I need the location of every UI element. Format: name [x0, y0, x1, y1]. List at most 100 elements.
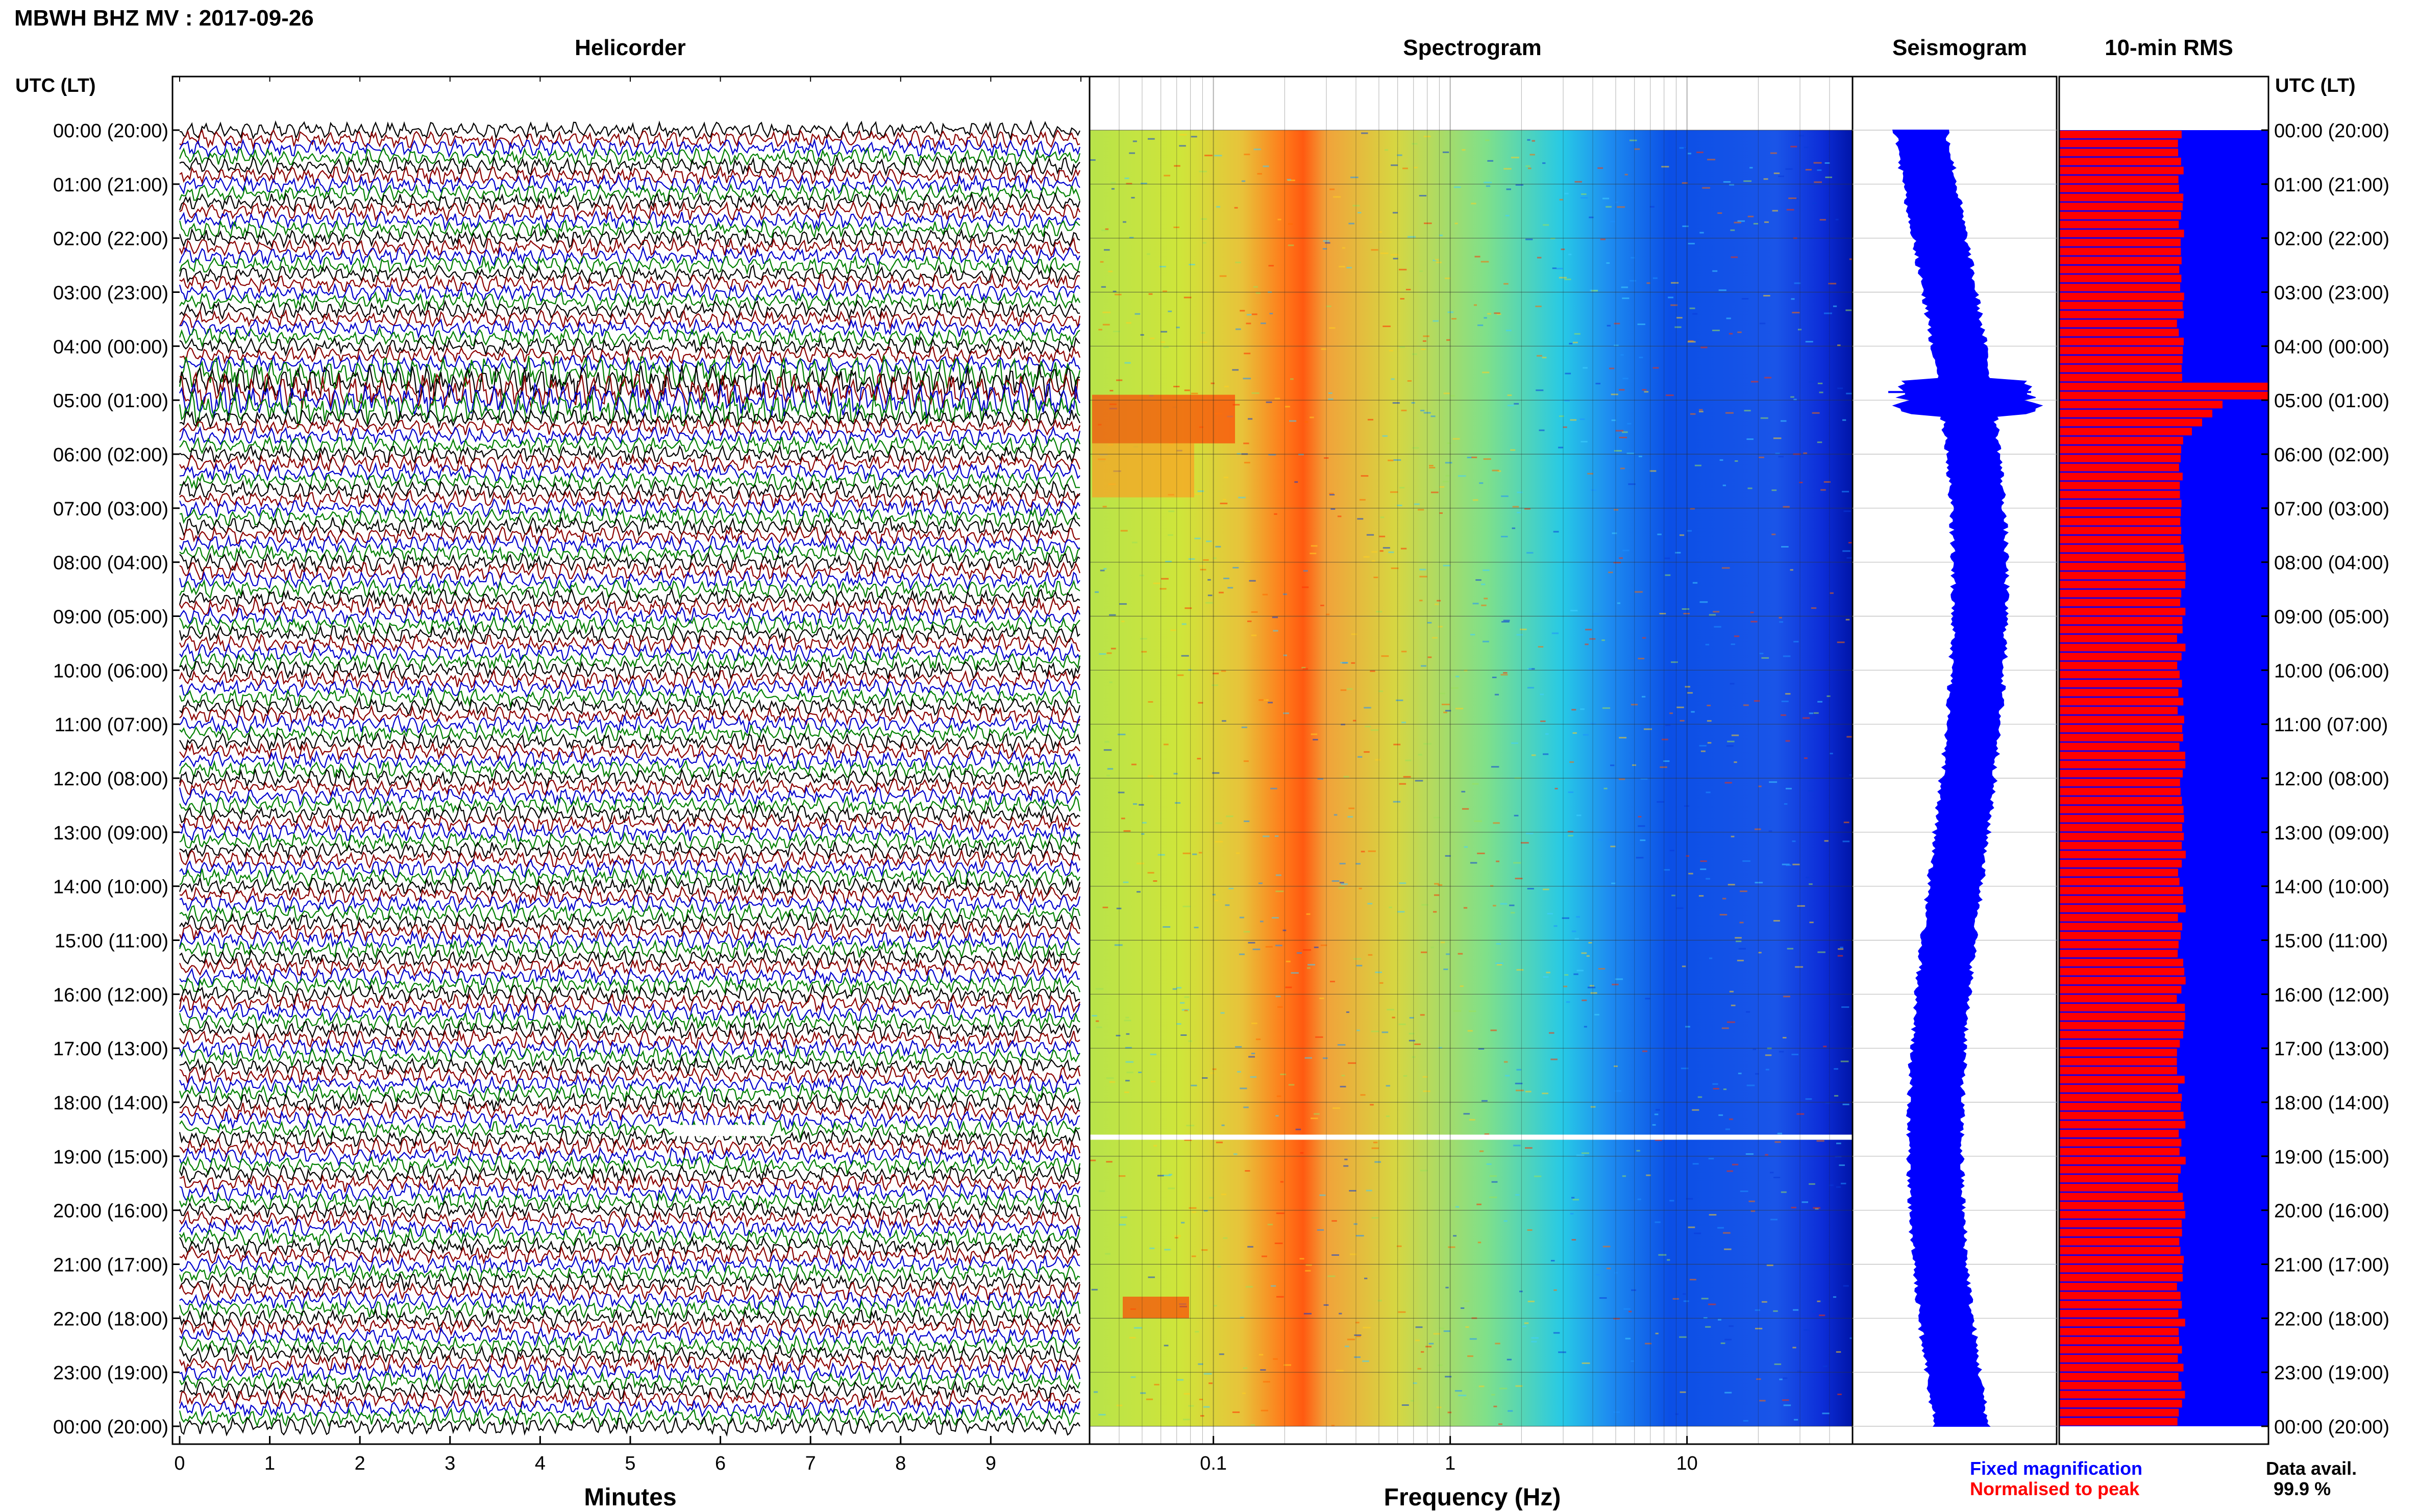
rms-bar: [2059, 634, 2177, 642]
helicorder-trace: [179, 930, 1080, 951]
left-time-tick: 16:00 (12:00): [53, 984, 168, 1006]
helicorder-trace: [179, 129, 1080, 150]
left-time-tick: 04:00 (00:00): [53, 336, 168, 358]
helicorder-trace: [179, 633, 1080, 654]
rms-bar: [2059, 302, 2183, 310]
left-time-ticks: 00:00 (20:00) 01:00 (21:00) 02:00 (22:00) 0…: [53, 120, 180, 1438]
rms-frame: [2058, 76, 2269, 1445]
frequency-tick: 1: [1445, 1453, 1455, 1474]
rms-bar: [2059, 1354, 2178, 1362]
right-time-tick: 15:00 (11:00): [2274, 931, 2388, 952]
helicorder-trace: [179, 948, 1080, 969]
helicorder-trace: [179, 218, 1080, 240]
right-time-tick: 00:00 (20:00): [2274, 120, 2389, 142]
helicorder-trace: [179, 831, 1080, 852]
rms-bar: [2059, 886, 2183, 895]
frequency-tick: 0.1: [1200, 1453, 1227, 1474]
helicorder-trace: [179, 803, 1080, 825]
data-avail-label: Data avail.: [2266, 1458, 2357, 1479]
rms-bar: [2059, 950, 2178, 958]
helicorder-trace: [179, 1010, 1080, 1032]
frequency-tick: 10: [1676, 1453, 1698, 1474]
helicorder-trace: [179, 614, 1080, 636]
rms-bar: [2059, 275, 2182, 283]
right-time-tick: 14:00 (10:00): [2274, 877, 2389, 898]
helicorder-trace: [179, 1109, 1080, 1131]
right-time-tick: 09:00 (05:00): [2274, 607, 2389, 628]
helicorder-trace: [179, 1218, 1080, 1238]
helicorder-trace: [179, 461, 1080, 483]
rms-bar: [2059, 1039, 2180, 1048]
rms-bar: [2059, 463, 2179, 472]
rms-bar: [2059, 131, 2182, 139]
minute-tick: 5: [625, 1453, 635, 1474]
helicorder-trace: [179, 506, 1080, 528]
rms-bar: [2059, 238, 2181, 246]
rms-bar: [2059, 1148, 2180, 1156]
rms-bar: [2059, 1183, 2178, 1192]
rms-bar: [2059, 527, 2182, 535]
rms-bar: [2059, 599, 2181, 607]
left-time-tick: 09:00 (05:00): [53, 607, 168, 628]
helicorder-trace: [179, 524, 1080, 546]
right-time-tick: 20:00 (16:00): [2274, 1201, 2389, 1222]
rms-bar: [2059, 904, 2186, 912]
helicorder-trace: [179, 1082, 1081, 1104]
rms-bar: [2059, 283, 2180, 291]
helicorder-trace: [179, 533, 1080, 555]
rms-bar: [2059, 1175, 2179, 1183]
helicorder-trace: [179, 119, 1080, 141]
rms-bar: [2059, 1129, 2179, 1137]
helicorder-trace: [179, 1055, 1080, 1077]
helicorder-trace: [179, 308, 1081, 330]
rms-panel: [2058, 76, 2269, 1445]
right-time-tick: 23:00 (19:00): [2274, 1362, 2389, 1384]
right-time-tick: 19:00 (15:00): [2274, 1147, 2389, 1168]
helicorder-trace: [179, 759, 1081, 780]
helicorder-trace: [179, 983, 1080, 1005]
helicorder-trace: [179, 1199, 1080, 1221]
rms-fixed-fill: [2059, 130, 2268, 1426]
minute-tick: 6: [715, 1453, 726, 1474]
helicorder-trace: [179, 767, 1080, 789]
helicorder-trace: [179, 1344, 1080, 1365]
rms-bar: [2059, 1193, 2183, 1201]
helicorder-trace: [179, 1092, 1081, 1112]
helicorder-trace: [179, 191, 1081, 213]
helicorder-trace: [179, 1272, 1080, 1293]
helicorder-trace: [179, 137, 1081, 159]
helicorder-trace: [179, 236, 1080, 258]
helicorder-trace: [179, 443, 1080, 464]
rms-bar: [2059, 1309, 2179, 1318]
minute-tick: 8: [895, 1453, 906, 1474]
helicorder-trace: [179, 201, 1080, 222]
rms-bar: [2059, 787, 2181, 796]
rms-bar: [2059, 779, 2180, 787]
helicorder-trace: [179, 975, 1081, 996]
left-time-tick: 19:00 (15:00): [53, 1147, 168, 1168]
helicorder-trace: [179, 1182, 1081, 1203]
helicorder-trace: [179, 1362, 1081, 1383]
left-time-tick: 02:00 (22:00): [53, 229, 168, 250]
helicorder-trace: [179, 173, 1080, 195]
rms-bar: [2059, 572, 2186, 580]
helicorder-trace: [179, 488, 1080, 510]
helicorder-trace: [179, 245, 1080, 267]
helicorder-trace: [179, 1001, 1081, 1023]
rms-bar: [2059, 626, 2183, 634]
rms-bar: [2059, 814, 2184, 823]
rms-bar: [2059, 1103, 2181, 1111]
rms-bar: [2059, 319, 2177, 328]
helicorder-trace: [179, 1127, 1081, 1149]
spectrogram-burst: [1092, 394, 1235, 443]
minute-tick: 1: [264, 1453, 275, 1474]
rms-bar: [2059, 265, 2180, 274]
rms-bar: [2059, 329, 2179, 337]
helicorder-trace: [179, 939, 1080, 960]
rms-bar: [2059, 1391, 2185, 1399]
rms-bar: [2059, 869, 2178, 877]
rms-bar: [2059, 715, 2184, 724]
left-time-tick: 08:00 (04:00): [53, 553, 168, 574]
right-time-tick: 21:00 (17:00): [2274, 1255, 2389, 1276]
